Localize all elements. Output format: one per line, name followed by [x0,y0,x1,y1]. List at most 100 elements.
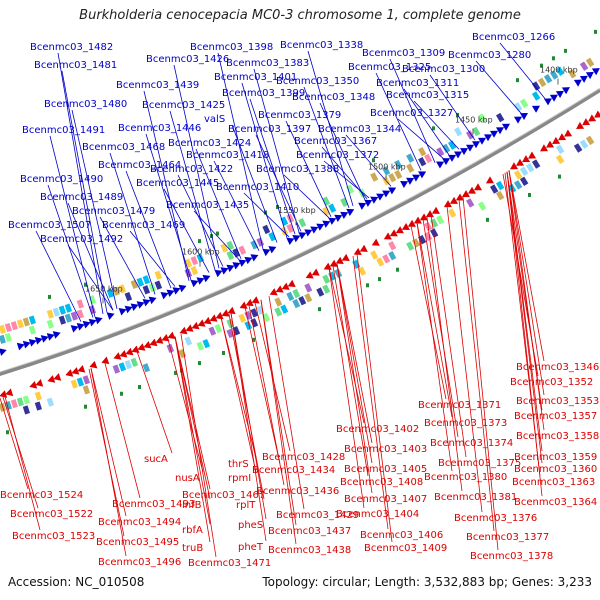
reverse-gene-label[interactable]: Bcenmc03_1359 [514,452,597,463]
reverse-gene-label[interactable]: Bcenmc03_1471 [188,558,271,569]
forward-gene-label[interactable]: Bcenmc03_1464 [98,160,181,171]
reverse-gene-label[interactable]: Bcenmc03_1380 [424,472,507,483]
reverse-gene-label[interactable]: Bcenmc03_1409 [364,543,447,554]
reverse-gene-label[interactable]: Bcenmc03_1405 [344,464,427,475]
forward-gene-label[interactable]: Bcenmc03_1372 [296,150,379,161]
reverse-gene-label[interactable]: Bcenmc03_1495 [96,537,179,548]
forward-gene-label[interactable]: Bcenmc03_1280 [448,50,531,61]
forward-gene-label[interactable]: Bcenmc03_1379 [258,110,341,121]
reverse-gene-label[interactable]: Bcenmc03_1352 [510,377,593,388]
reverse-gene-label[interactable]: Bcenmc03_1523 [12,531,95,542]
forward-gene-label[interactable]: Bcenmc03_1445 [136,178,219,189]
forward-gene-label[interactable]: Bcenmc03_1424 [168,138,251,149]
reverse-gene-label[interactable]: Bcenmc03_1377 [466,532,549,543]
reverse-gene-label[interactable]: Bcenmc03_1364 [514,497,597,508]
reverse-gene-label[interactable]: nusA [175,473,200,484]
forward-gene-arrow [286,237,295,246]
reverse-gene-label[interactable]: Bcenmc03_1429 [276,510,359,521]
forward-gene-label[interactable]: Bcenmc03_1311 [376,78,459,89]
gene-feature-block [495,190,505,201]
gene-feature-block [46,319,55,329]
reverse-gene-label[interactable]: Bcenmc03_1436 [256,486,339,497]
reverse-gene-label[interactable]: Bcenmc03_1404 [336,509,419,520]
reverse-gene-label[interactable]: Bcenmc03_1496 [98,557,181,568]
forward-gene-label[interactable]: Bcenmc03_1490 [20,174,103,185]
forward-gene-label[interactable]: Bcenmc03_1439 [116,80,199,91]
forward-gene-arrow [202,274,211,283]
forward-gene-label[interactable]: Bcenmc03_1348 [292,92,375,103]
forward-gene-label[interactable]: Bcenmc03_1469 [102,220,185,231]
reverse-gene-label[interactable]: Bcenmc03_1438 [268,545,351,556]
reverse-gene-label[interactable]: Bcenmc03_1353 [516,396,599,407]
forward-gene-label[interactable]: Bcenmc03_1479 [72,206,155,217]
forward-gene-label[interactable]: Bcenmc03_1397 [228,124,311,135]
reverse-gene-label[interactable]: Bcenmc03_1346 [516,362,599,373]
reverse-gene-label[interactable]: Bcenmc03_1403 [344,444,427,455]
reverse-gene-label[interactable]: Bcenmc03_1381 [434,492,517,503]
reverse-gene-label[interactable]: Bcenmc03_1428 [262,452,345,463]
forward-gene-label[interactable]: Bcenmc03_1482 [30,42,113,53]
reverse-gene-label[interactable]: Bcenmc03_1408 [340,477,423,488]
reverse-gene-label[interactable]: rbfA [182,525,203,536]
reverse-gene-label[interactable]: Bcenmc03_1493 [112,499,195,510]
reverse-gene-label[interactable]: Bcenmc03_1376 [454,513,537,524]
reverse-gene-label[interactable]: pheT [238,542,264,553]
forward-gene-label[interactable]: Bcenmc03_1401 [214,72,297,83]
forward-gene-label[interactable]: Bcenmc03_1422 [150,164,233,175]
reverse-gene-label[interactable]: Bcenmc03_1360 [514,464,597,475]
forward-gene-label[interactable]: Bcenmc03_1426 [146,54,229,65]
reverse-gene-label[interactable]: rplT [236,500,256,511]
forward-gene-label[interactable]: Bcenmc03_1388 [256,164,339,175]
forward-gene-label[interactable]: Bcenmc03_1418 [186,150,269,161]
forward-gene-label[interactable]: Bcenmc03_1491 [22,125,105,136]
reverse-gene-label[interactable]: Bcenmc03_1374 [430,438,513,449]
reverse-gene-label[interactable]: pheS [238,520,263,531]
forward-gene-label[interactable]: Bcenmc03_1300 [402,64,485,75]
forward-gene-label[interactable]: Bcenmc03_1435 [166,200,249,211]
forward-gene-label[interactable]: Bcenmc03_1325 [348,62,431,73]
reverse-gene-label[interactable]: Bcenmc03_1363 [512,477,595,488]
reverse-gene-label[interactable]: Bcenmc03_1524 [0,490,83,501]
reverse-gene-label[interactable]: Bcenmc03_1437 [268,526,351,537]
reverse-gene-label[interactable]: rpmI [228,473,251,484]
forward-gene-label[interactable]: Bcenmc03_1309 [362,48,445,59]
forward-gene-label[interactable]: Bcenmc03_1266 [472,32,555,43]
forward-gene-label[interactable]: Bcenmc03_1507 [8,220,91,231]
forward-gene-label[interactable]: Bcenmc03_1383 [226,58,309,69]
reverse-gene-label[interactable]: Bcenmc03_1522 [10,509,93,520]
reverse-gene-label[interactable]: Bcenmc03_1494 [98,517,181,528]
forward-gene-label[interactable]: Bcenmc03_1344 [318,124,401,135]
reverse-gene-label[interactable]: truB [182,543,203,554]
forward-gene-label[interactable]: Bcenmc03_1350 [276,76,359,87]
reverse-gene-label[interactable]: infB [182,500,202,511]
reverse-gene-label[interactable]: Bcenmc03_1467 [182,490,265,501]
reverse-gene-label[interactable]: thrS [228,459,249,470]
forward-gene-label[interactable]: Bcenmc03_1425 [142,100,225,111]
forward-gene-label[interactable]: Bcenmc03_1338 [280,40,363,51]
forward-gene-label[interactable]: Bcenmc03_1398 [190,42,273,53]
forward-gene-label[interactable]: Bcenmc03_1315 [386,90,469,101]
reverse-gene-label[interactable]: Bcenmc03_1371 [418,400,501,411]
forward-gene-label[interactable]: Bcenmc03_1481 [34,60,117,71]
reverse-gene-label[interactable]: sucA [144,454,168,465]
forward-gene-label[interactable]: Bcenmc03_1480 [44,99,127,110]
forward-gene-label[interactable]: Bcenmc03_1446 [118,123,201,134]
reverse-gene-label[interactable]: Bcenmc03_1378 [470,551,553,562]
forward-gene-label[interactable]: Bcenmc03_1492 [40,234,123,245]
forward-gene-label[interactable]: Bcenmc03_1468 [82,142,165,153]
gene-feature-block [124,292,133,302]
forward-gene-label[interactable]: Bcenmc03_1489 [40,192,123,203]
reverse-gene-label[interactable]: Bcenmc03_1406 [360,530,443,541]
reverse-gene-label[interactable]: Bcenmc03_1407 [344,494,427,505]
reverse-gene-label[interactable]: Bcenmc03_1358 [516,431,599,442]
forward-gene-label[interactable]: Bcenmc03_1367 [294,136,377,147]
forward-gene-label[interactable]: valS [204,114,225,125]
reverse-gene-label[interactable]: Bcenmc03_1434 [252,465,335,476]
reverse-gene-label[interactable]: Bcenmc03_1357 [514,411,597,422]
reverse-gene-label[interactable]: Bcenmc03_1373 [424,418,507,429]
forward-gene-label[interactable]: Bcenmc03_1410 [216,182,299,193]
reverse-gene-label[interactable]: Bcenmc03_1402 [336,424,419,435]
reverse-gene-label[interactable]: Bcenmc03_1375 [438,458,521,469]
forward-gene-label[interactable]: Bcenmc03_1399 [222,88,305,99]
forward-gene-label[interactable]: Bcenmc03_1327 [370,108,453,119]
